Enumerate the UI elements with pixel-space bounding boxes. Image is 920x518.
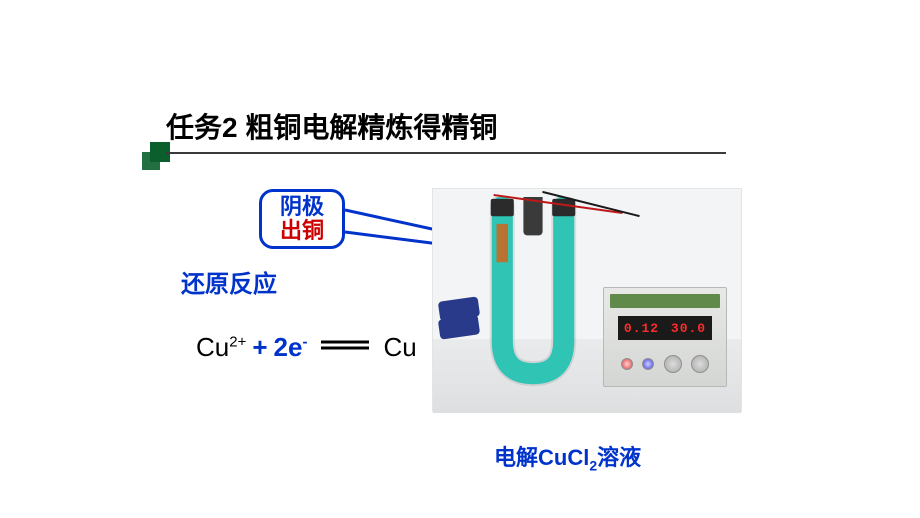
eq-electrons: 2e- — [274, 332, 308, 363]
psu-display: 0.12 30.0 — [618, 316, 712, 340]
eq-species-right: Cu — [383, 332, 416, 363]
title-underline — [166, 152, 726, 154]
psu-terminal-icon — [642, 358, 654, 370]
u-tube-icon — [473, 197, 593, 389]
cathode-callout: 阴极 出铜 — [259, 189, 345, 249]
power-supply: 0.12 30.0 — [603, 287, 727, 387]
half-reaction-equation: Cu2+ + 2e- Cu — [196, 332, 417, 363]
eq-plus: + — [252, 332, 267, 363]
psu-terminal-icon — [621, 358, 633, 370]
apparatus-photo: 0.12 30.0 — [432, 188, 742, 412]
psu-brand-strip — [610, 294, 720, 308]
reduction-label: 还原反应 — [181, 264, 277, 299]
slide-title: 任务2 粗铜电解精炼得精铜 — [166, 106, 748, 154]
callout-line-2: 出铜 — [280, 219, 324, 243]
photo-caption: 电解CuCl2溶液 — [494, 440, 641, 473]
title-bullet-icon — [142, 142, 172, 172]
psu-reading-current: 0.12 — [624, 321, 659, 336]
title-row: 任务2 粗铜电解精炼得精铜 — [166, 106, 748, 154]
slide: 任务2 粗铜电解精炼得精铜 阴极 出铜 还原反应 Cu2+ + 2e- Cu — [0, 0, 920, 518]
eq-double-line-icon — [321, 338, 369, 352]
psu-controls — [616, 350, 714, 378]
psu-knob-icon — [664, 355, 682, 373]
psu-reading-voltage: 30.0 — [671, 321, 706, 336]
callout-line-1: 阴极 — [280, 195, 324, 219]
psu-knob-icon — [691, 355, 709, 373]
eq-species-left: Cu2+ — [196, 332, 246, 363]
